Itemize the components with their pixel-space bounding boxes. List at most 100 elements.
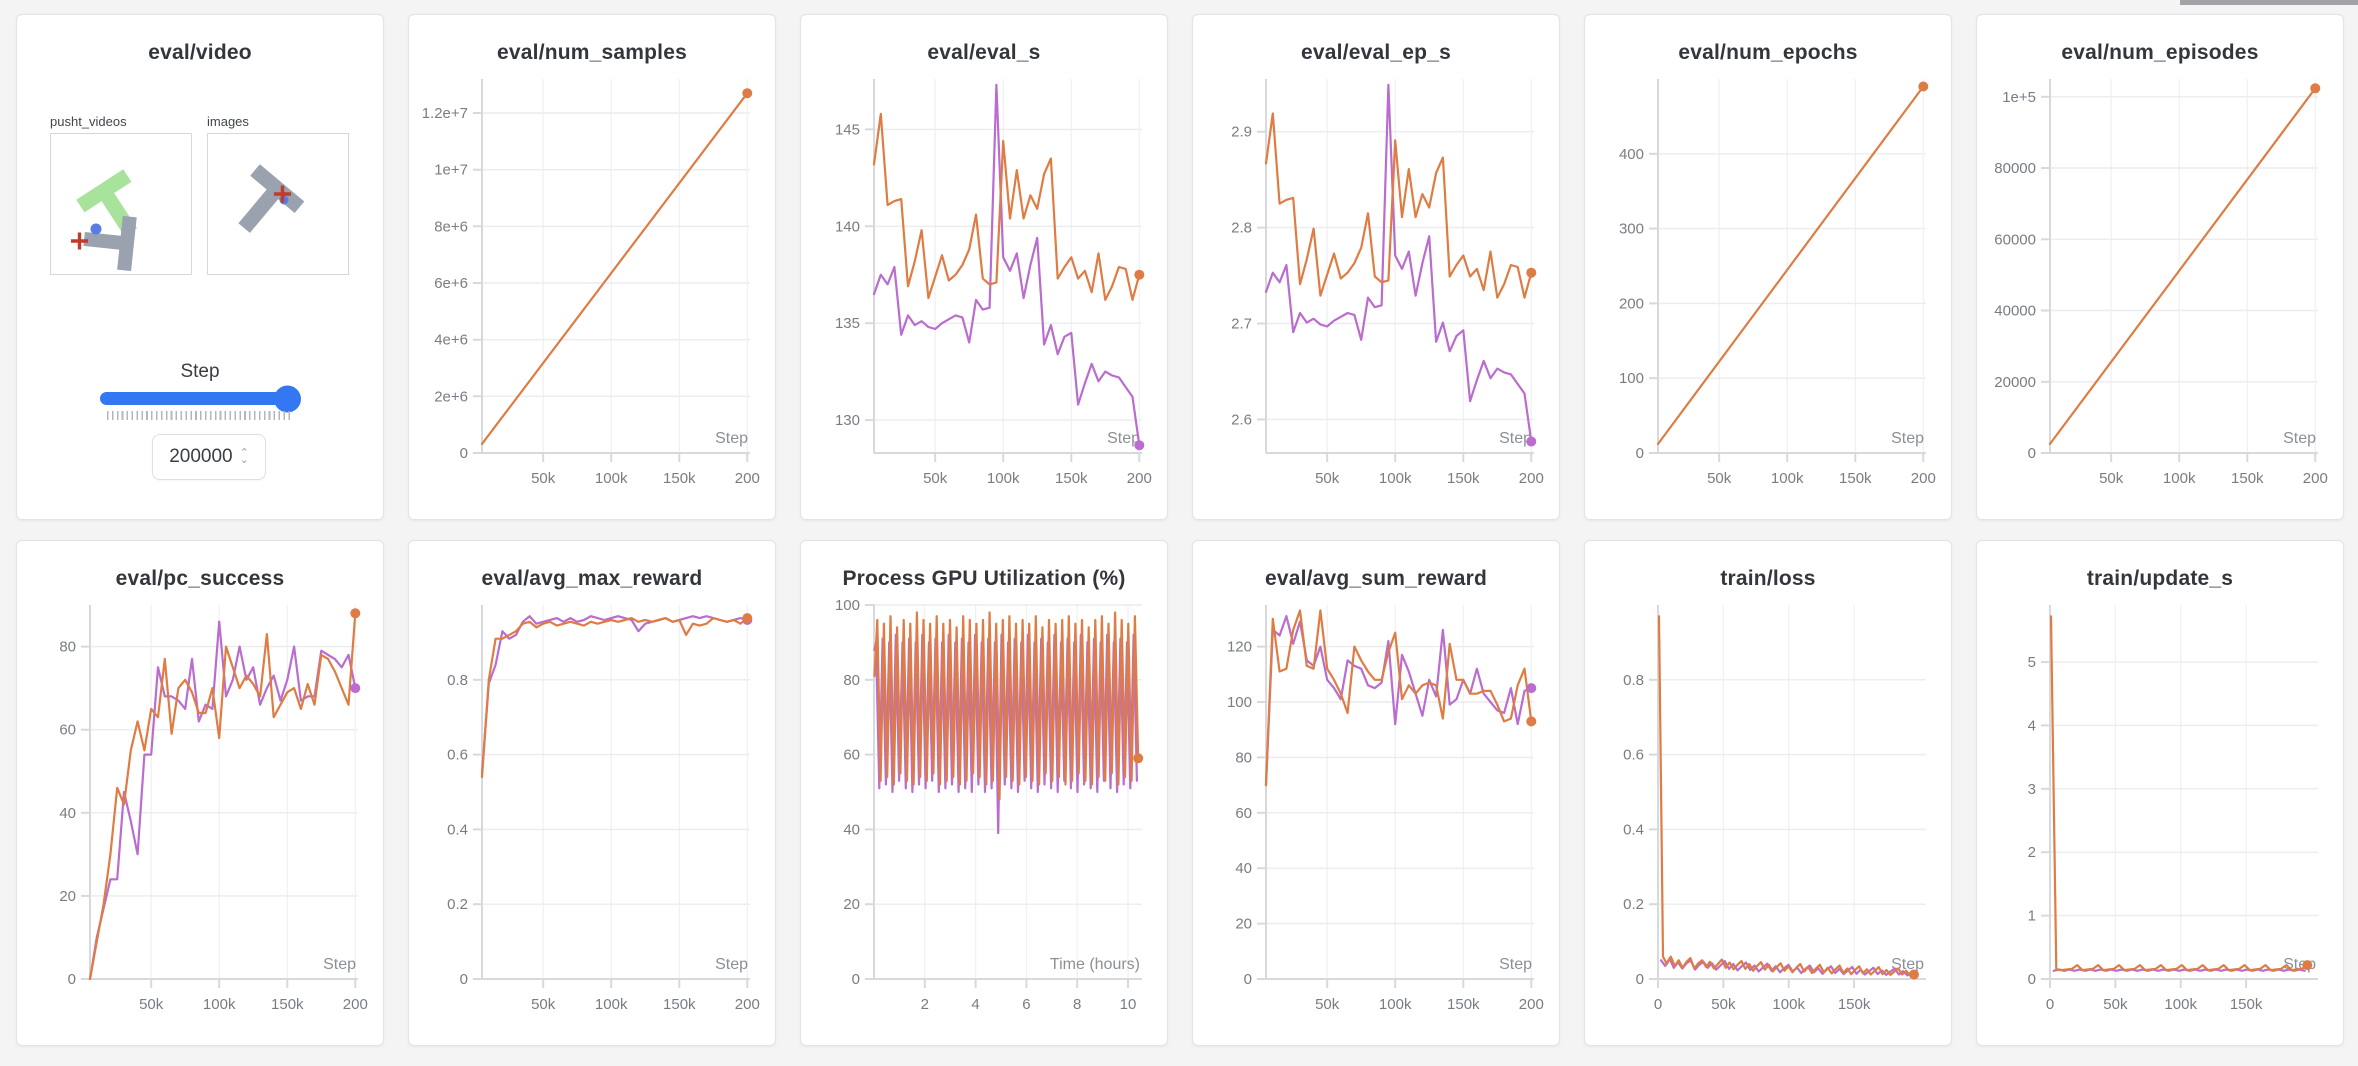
y-tick-label: 2.8 [1231, 220, 1252, 237]
series-end-dot-orange [1134, 269, 1145, 280]
series-end-dot-purple [1526, 436, 1537, 447]
step-slider-thumb[interactable] [274, 385, 301, 412]
series-line-orange [1264, 112, 1533, 299]
x-tick-label: 8 [1073, 996, 1081, 1013]
chart-panel-gpu_util[interactable]: Process GPU Utilization (%) 2 4 6 8 10 0 20 40 60… [800, 540, 1168, 1046]
chart-panel-avg_max_reward[interactable]: eval/avg_max_reward 50k 100k 150k 200 0 0.2 0.4… [408, 540, 776, 1046]
gray-t-block [238, 164, 305, 233]
chart-title: eval/avg_max_reward [481, 567, 703, 590]
y-tick-label: 0 [852, 971, 860, 988]
chart-panel-num_epochs[interactable]: eval/num_epochs 50k 100k 150k 200 0 100 200 300 4… [1584, 14, 1952, 520]
chart-panel-eval_s[interactable]: eval/eval_s 50k 100k 150k 200 130 135 140 145 Ste… [800, 14, 1168, 520]
y-tick-label: 80 [59, 639, 76, 656]
x-tick-label: 100k [595, 996, 628, 1013]
y-tick-label: 1e+5 [2002, 89, 2036, 106]
chart-title: eval/eval_ep_s [1301, 41, 1451, 64]
chart-title: eval/avg_sum_reward [1264, 567, 1488, 590]
x-tick-label: 6 [1022, 996, 1030, 1013]
x-tick-label: 150k [2231, 470, 2264, 487]
y-tick-label: 80000 [1994, 160, 2036, 177]
y-tick-label: 40000 [1994, 303, 2036, 320]
y-tick-label: 1 [2028, 908, 2036, 925]
chart-canvas: 50k 100k 150k 200 0 20000 40000 60000 80000 1e+5 S… [1994, 79, 2328, 487]
series-end-dot-orange [742, 613, 753, 624]
chart-canvas: 50k 100k 150k 200 0 100 200 300 400 Step [1619, 79, 1936, 487]
y-tick-label: 120 [1227, 639, 1252, 656]
x-axis-label: Step [1499, 956, 1532, 973]
y-tick-label: 0 [1244, 971, 1252, 988]
step-slider-label: Step [180, 361, 220, 382]
series-line-purple [872, 83, 1141, 447]
x-tick-label: 200 [735, 996, 760, 1013]
series-line-orange [480, 92, 749, 445]
x-axis-label: Step [715, 430, 748, 447]
step-decrement-icon[interactable]: ⌄ [239, 454, 249, 466]
media-panel-eval-video[interactable]: eval/video pusht_videos images [16, 14, 384, 520]
series-line-orange [1656, 85, 1925, 446]
series-end-dot-orange [1133, 753, 1144, 764]
x-tick-label: 200 [1519, 996, 1544, 1013]
y-tick-label: 6e+6 [434, 275, 468, 292]
chart-panel-train_loss[interactable]: train/loss 0 50k 100k 150k 0 0.2 0.4 0.6 0.8 Step [1584, 540, 1952, 1046]
step-increment-icon[interactable]: ⌃ [239, 447, 249, 459]
series-line-orange [480, 617, 749, 779]
series-line-orange [2048, 87, 2317, 445]
step-input[interactable]: 200000 ⌃ ⌄ [152, 434, 266, 480]
x-tick-label: 100k [1771, 470, 1804, 487]
y-tick-label: 200 [1619, 295, 1644, 312]
x-tick-label: 50k [1315, 470, 1340, 487]
step-slider[interactable] [100, 385, 301, 412]
x-tick-label: 150k [2230, 996, 2263, 1013]
y-tick-label: 60000 [1994, 231, 2036, 248]
series-line-purple [88, 620, 357, 981]
chart-canvas: 50k 100k 150k 200 130 135 140 145 Step [835, 79, 1152, 487]
chart-panel-avg_sum_reward[interactable]: eval/avg_sum_reward 50k 100k 150k 200 0 20 40 60… [1192, 540, 1560, 1046]
series-line-orange [1264, 609, 1533, 787]
y-tick-label: 80 [1235, 749, 1252, 766]
y-tick-label: 2 [2028, 844, 2036, 861]
pusht-video-thumbnail[interactable] [50, 133, 192, 275]
series-end-dot-purple [350, 683, 361, 694]
y-tick-label: 100 [1619, 370, 1644, 387]
series-line-orange [873, 611, 1140, 801]
series-end-dot-orange [1526, 267, 1537, 278]
chart-panel-train_update_s[interactable]: train/update_s 0 50k 100k 150k 0 1 2 3 4 5 Step [1976, 540, 2344, 1046]
chart-panel-num_samples[interactable]: eval/num_samples 50k 100k 150k 200 0 2e+6 4e+6 6… [408, 14, 776, 520]
y-tick-label: 3 [2028, 781, 2036, 798]
chart-panel-eval_ep_s[interactable]: eval/eval_ep_s 50k 100k 150k 200 2.6 2.7 2.8 2.9… [1192, 14, 1560, 520]
chart-panel-num_episodes[interactable]: eval/num_episodes 50k 100k 150k 200 0 20000 400… [1976, 14, 2344, 520]
chart-canvas: 50k 100k 150k 200 0 20 40 60 80 100 120 Step [1227, 605, 1544, 1013]
y-tick-label: 2.9 [1231, 124, 1252, 141]
series-line-orange [88, 612, 357, 981]
gray-t-block [83, 215, 137, 272]
series-line-purple [1264, 83, 1533, 443]
y-tick-label: 0 [460, 445, 468, 462]
x-tick-label: 200 [1911, 470, 1936, 487]
step-slider-ruler [107, 411, 291, 420]
goal-cross-icon [274, 185, 291, 203]
x-tick-label: 50k [1315, 996, 1340, 1013]
chart-title: eval/num_episodes [2061, 41, 2259, 64]
x-tick-label: 0 [1654, 996, 1662, 1013]
horizontal-scrollbar[interactable] [2180, 0, 2358, 5]
x-tick-label: 150k [1839, 470, 1872, 487]
images-thumbnail[interactable] [207, 133, 349, 275]
y-tick-label: 100 [1227, 694, 1252, 711]
step-input-value: 200000 [169, 446, 233, 467]
y-tick-label: 130 [835, 412, 860, 429]
step-stepper[interactable]: ⌃ ⌄ [239, 447, 249, 466]
chart-panel-pc_success[interactable]: eval/pc_success 50k 100k 150k 200 0 20 40 60 80 St… [16, 540, 384, 1046]
y-tick-label: 300 [1619, 221, 1644, 238]
x-tick-label: 100k [2164, 996, 2197, 1013]
x-tick-label: 100k [1379, 996, 1412, 1013]
y-tick-label: 0.2 [1623, 896, 1644, 913]
y-tick-label: 4 [2028, 717, 2036, 734]
image-key-label: images [207, 114, 249, 129]
y-tick-label: 0.6 [1623, 747, 1644, 764]
goal-cross-icon [71, 232, 88, 250]
x-tick-label: 10 [1120, 996, 1137, 1013]
x-axis-label: Step [2283, 430, 2316, 447]
x-tick-label: 0 [2046, 996, 2054, 1013]
y-tick-label: 5 [2028, 654, 2036, 671]
